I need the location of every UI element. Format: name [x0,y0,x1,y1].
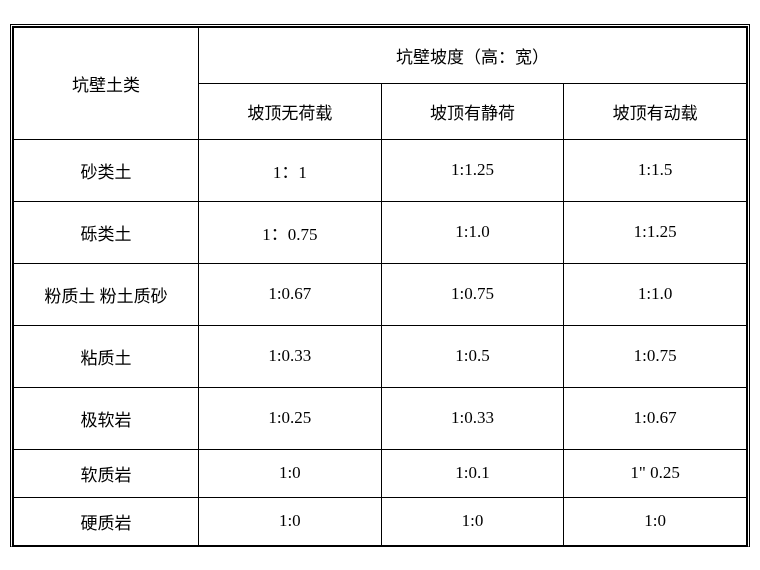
table-row: 软质岩 1:0 1:0.1 1" 0.25 [14,449,747,497]
cell-soil-type: 粉质土 粉土质砂 [14,263,199,325]
cell-value: 1:0.67 [199,263,382,325]
cell-value: 1:0.75 [381,263,564,325]
header-sub-2: 坡顶有动载 [564,83,747,139]
table-row: 粘质土 1:0.33 1:0.5 1:0.75 [14,325,747,387]
table-row: 砂类土 1：1 1:1.25 1:1.5 [14,139,747,201]
header-sub-0: 坡顶无荷载 [199,83,382,139]
cell-soil-type: 硬质岩 [14,497,199,545]
cell-value: 1:0.75 [564,325,747,387]
header-soil-type: 坑壁土类 [14,27,199,139]
slope-table: 坑壁土类 坑壁坡度（高：宽） 坡顶无荷载 坡顶有静荷 坡顶有动载 砂类土 1：1… [13,27,747,546]
slope-table-wrapper: 坑壁土类 坑壁坡度（高：宽） 坡顶无荷载 坡顶有静荷 坡顶有动载 砂类土 1：1… [10,24,750,547]
cell-value: 1:1.5 [564,139,747,201]
table-row: 硬质岩 1:0 1:0 1:0 [14,497,747,545]
cell-value: 1:0.67 [564,387,747,449]
cell-soil-type: 软质岩 [14,449,199,497]
table-body: 砂类土 1：1 1:1.25 1:1.5 砾类土 1：0.75 1:1.0 1:… [14,139,747,545]
cell-value: 1:0.33 [199,325,382,387]
cell-value: 1" 0.25 [564,449,747,497]
cell-value: 1：0.75 [199,201,382,263]
table-row: 粉质土 粉土质砂 1:0.67 1:0.75 1:1.0 [14,263,747,325]
cell-value: 1:1.25 [564,201,747,263]
cell-value: 1:0 [381,497,564,545]
table-row: 砾类土 1：0.75 1:1.0 1:1.25 [14,201,747,263]
header-sub-1: 坡顶有静荷 [381,83,564,139]
table-row: 极软岩 1:0.25 1:0.33 1:0.67 [14,387,747,449]
table-header: 坑壁土类 坑壁坡度（高：宽） 坡顶无荷载 坡顶有静荷 坡顶有动载 [14,27,747,139]
cell-value: 1:0 [564,497,747,545]
cell-value: 1:0.5 [381,325,564,387]
cell-value: 1:0 [199,449,382,497]
cell-soil-type: 极软岩 [14,387,199,449]
cell-soil-type: 砾类土 [14,201,199,263]
cell-value: 1:1.0 [564,263,747,325]
cell-soil-type: 粘质土 [14,325,199,387]
cell-value: 1：1 [199,139,382,201]
cell-value: 1:0.25 [199,387,382,449]
cell-soil-type: 砂类土 [14,139,199,201]
cell-value: 1:0.1 [381,449,564,497]
cell-value: 1:1.25 [381,139,564,201]
header-slope-group: 坑壁坡度（高：宽） [199,27,747,83]
cell-value: 1:0.33 [381,387,564,449]
cell-value: 1:1.0 [381,201,564,263]
cell-value: 1:0 [199,497,382,545]
